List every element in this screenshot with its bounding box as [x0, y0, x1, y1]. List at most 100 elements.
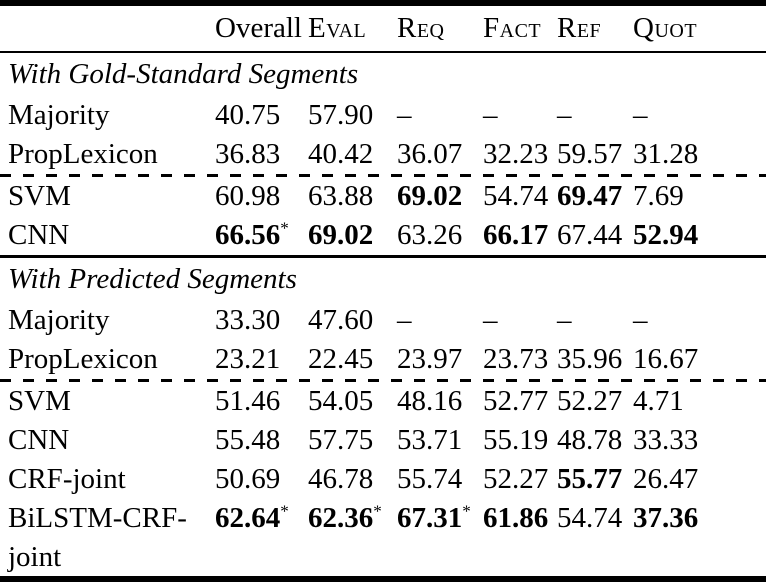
cell-value: 66.17: [483, 219, 549, 251]
table-cell: 54.74: [557, 499, 633, 538]
cell-value: 33.30: [215, 304, 281, 336]
column-header-overall: Overall: [215, 12, 302, 44]
table-cell: 26.47: [633, 460, 766, 499]
significance-star: *: [280, 501, 289, 521]
cell-value: 54.74: [483, 180, 549, 212]
table-cell: 47.60: [308, 301, 397, 340]
table-cell: 60.98: [215, 177, 308, 216]
cell-value: 23.97: [397, 343, 463, 375]
section-title: With Gold-Standard Segments: [8, 58, 359, 90]
table-cell: –: [633, 96, 766, 135]
table-row-pred-bilstm-crf-joint: BiLSTM-CRF- 62.64* 62.36* 67.31* 61.86 5…: [0, 499, 766, 538]
cell-value: 63.88: [308, 180, 374, 212]
table-cell: –: [557, 301, 633, 340]
cell-value: –: [633, 304, 648, 336]
cell-value: 22.45: [308, 343, 374, 375]
cell-value: 55.19: [483, 424, 549, 456]
cell-value: 69.02: [397, 180, 463, 212]
cell-value: 67.44: [557, 219, 623, 251]
section-divider-rule: [0, 255, 766, 258]
table-row-pred-cnn: CNN 55.48 57.75 53.71 55.19 48.78 33.33: [0, 421, 766, 460]
table-cell: 66.17: [483, 216, 557, 255]
column-header-quot: Quot: [633, 12, 698, 44]
cell-value: 16.67: [633, 343, 699, 375]
table-cell: 59.57: [557, 135, 633, 174]
table-cell: 67.31*: [397, 499, 483, 538]
cell-value: 46.78: [308, 463, 374, 495]
table-cell: 52.94: [633, 216, 766, 255]
cell-value: 26.47: [633, 463, 699, 495]
table-cell: 66.56*: [215, 216, 308, 255]
table-cell: 51.46: [215, 382, 308, 421]
bottom-rule: [0, 576, 766, 582]
cell-value: 37.36: [633, 502, 699, 534]
table-cell: 33.30: [215, 301, 308, 340]
significance-star: *: [462, 501, 471, 521]
table-cell: –: [557, 96, 633, 135]
row-label: CRF-joint: [8, 463, 126, 495]
cell-value: 67.31: [397, 502, 463, 534]
table-row-gold-svm: SVM 60.98 63.88 69.02 54.74 69.47 7.69: [0, 177, 766, 216]
table-row-gold-cnn: CNN 66.56* 69.02 63.26 66.17 67.44 52.94: [0, 216, 766, 255]
table-cell: –: [633, 301, 766, 340]
cell-value: 50.69: [215, 463, 281, 495]
cell-value: 69.02: [308, 219, 374, 251]
cell-value: 35.96: [557, 343, 623, 375]
table-cell: –: [483, 96, 557, 135]
cell-value: 47.60: [308, 304, 374, 336]
cell-value: 62.64: [215, 502, 281, 534]
cell-value: 60.98: [215, 180, 281, 212]
row-label: BiLSTM-CRF-: [8, 502, 187, 534]
cell-value: 4.71: [633, 385, 684, 417]
table-cell: 52.77: [483, 382, 557, 421]
table-cell: 67.44: [557, 216, 633, 255]
table-cell: 61.86: [483, 499, 557, 538]
table-cell: 40.75: [215, 96, 308, 135]
table-cell: 31.28: [633, 135, 766, 174]
cell-value: 63.26: [397, 219, 463, 251]
cell-value: –: [483, 304, 498, 336]
table-row-gold-proplexicon: PropLexicon 36.83 40.42 36.07 32.23 59.5…: [0, 135, 766, 174]
column-header-req: Req: [397, 12, 445, 44]
cell-value: 33.33: [633, 424, 699, 456]
table-row-pred-crf-joint: CRF-joint 50.69 46.78 55.74 52.27 55.77 …: [0, 460, 766, 499]
table-cell: 50.69: [215, 460, 308, 499]
column-header-eval: Eval: [308, 12, 367, 44]
cell-value: –: [397, 304, 412, 336]
cell-value: 40.42: [308, 138, 374, 170]
cell-value: 31.28: [633, 138, 699, 170]
row-label: PropLexicon: [8, 343, 158, 375]
table-cell: 52.27: [483, 460, 557, 499]
table-cell: 48.78: [557, 421, 633, 460]
table-row-label-continuation: joint: [0, 538, 766, 576]
cell-value: 52.27: [483, 463, 549, 495]
cell-value: 52.77: [483, 385, 549, 417]
cell-value: 36.83: [215, 138, 281, 170]
table-cell: 69.02: [308, 216, 397, 255]
table-cell: –: [397, 301, 483, 340]
table-cell: 37.36: [633, 499, 766, 538]
table-cell: 23.97: [397, 340, 483, 379]
table-cell: 62.64*: [215, 499, 308, 538]
header-empty-cell: [0, 6, 215, 51]
table-cell: 46.78: [308, 460, 397, 499]
cell-value: 55.74: [397, 463, 463, 495]
table-cell: 55.48: [215, 421, 308, 460]
table-cell: 54.05: [308, 382, 397, 421]
row-label: CNN: [8, 219, 70, 251]
cell-value: 59.57: [557, 138, 623, 170]
cell-value: 54.05: [308, 385, 374, 417]
table-cell: 32.23: [483, 135, 557, 174]
table-cell: 69.47: [557, 177, 633, 216]
table-cell: 55.74: [397, 460, 483, 499]
cell-value: –: [557, 304, 572, 336]
cell-value: 36.07: [397, 138, 463, 170]
table-cell: 55.19: [483, 421, 557, 460]
table-cell: 36.83: [215, 135, 308, 174]
significance-star: *: [280, 218, 289, 238]
cell-value: 54.74: [557, 502, 623, 534]
cell-value: 23.73: [483, 343, 549, 375]
row-label: Majority: [8, 99, 110, 131]
cell-value: 53.71: [397, 424, 463, 456]
table-cell: –: [483, 301, 557, 340]
